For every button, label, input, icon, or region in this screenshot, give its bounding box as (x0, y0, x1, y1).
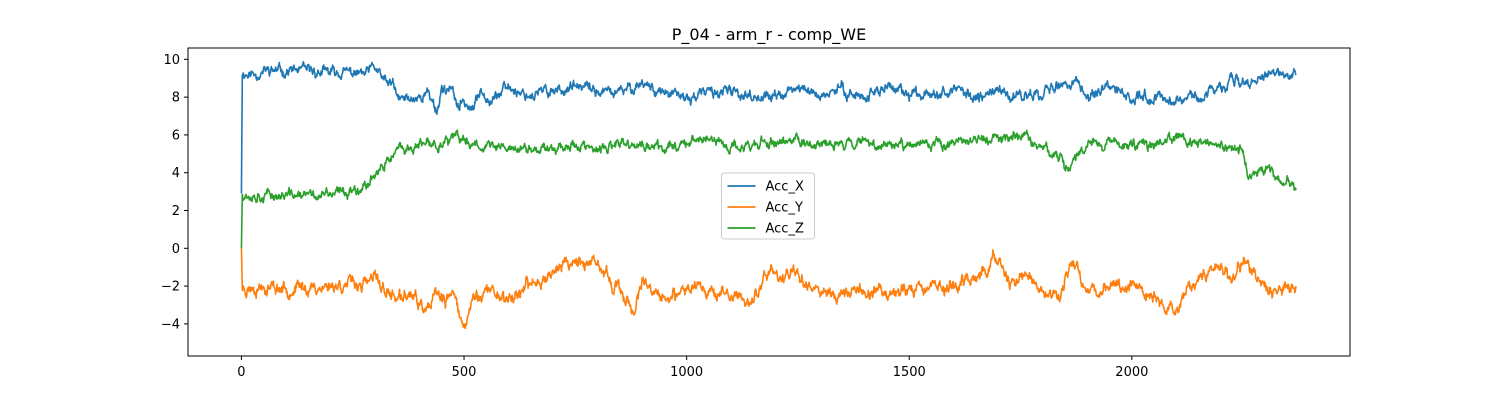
series-line-acc-z (240, 129, 1297, 249)
y-tick-label: 4 (172, 166, 180, 181)
y-tick-label: 10 (163, 53, 180, 68)
legend-label: Acc_Y (766, 201, 803, 216)
legend: Acc_X Acc_Y Acc_Z (721, 172, 815, 240)
chart-title: P_04 - arm_r - comp_WE (672, 25, 866, 45)
y-tick-label: −2 (161, 280, 180, 295)
x-tick-label: 2000 (1115, 365, 1148, 380)
x-tick-label: 1500 (893, 365, 926, 380)
x-tick-label: 500 (452, 365, 477, 380)
y-tick-label: 6 (172, 128, 180, 143)
series-line-acc-y (240, 248, 1297, 330)
series-layer (240, 60, 1297, 330)
x-tick-label: 0 (237, 365, 245, 380)
x-axis: 0 500 1000 1500 2000 (237, 356, 1148, 380)
y-tick-label: −4 (161, 317, 180, 332)
legend-box (721, 172, 815, 240)
y-axis: −4 −2 0 2 4 6 8 10 (161, 53, 188, 332)
x-tick-label: 1000 (670, 365, 703, 380)
y-tick-label: 0 (172, 242, 180, 257)
legend-label: Acc_Z (766, 222, 804, 237)
axes-frame (187, 47, 1351, 357)
legend-label: Acc_X (766, 180, 804, 195)
y-tick-label: 8 (172, 91, 180, 106)
y-tick-label: 2 (172, 204, 180, 219)
series-line-acc-x (240, 60, 1297, 194)
